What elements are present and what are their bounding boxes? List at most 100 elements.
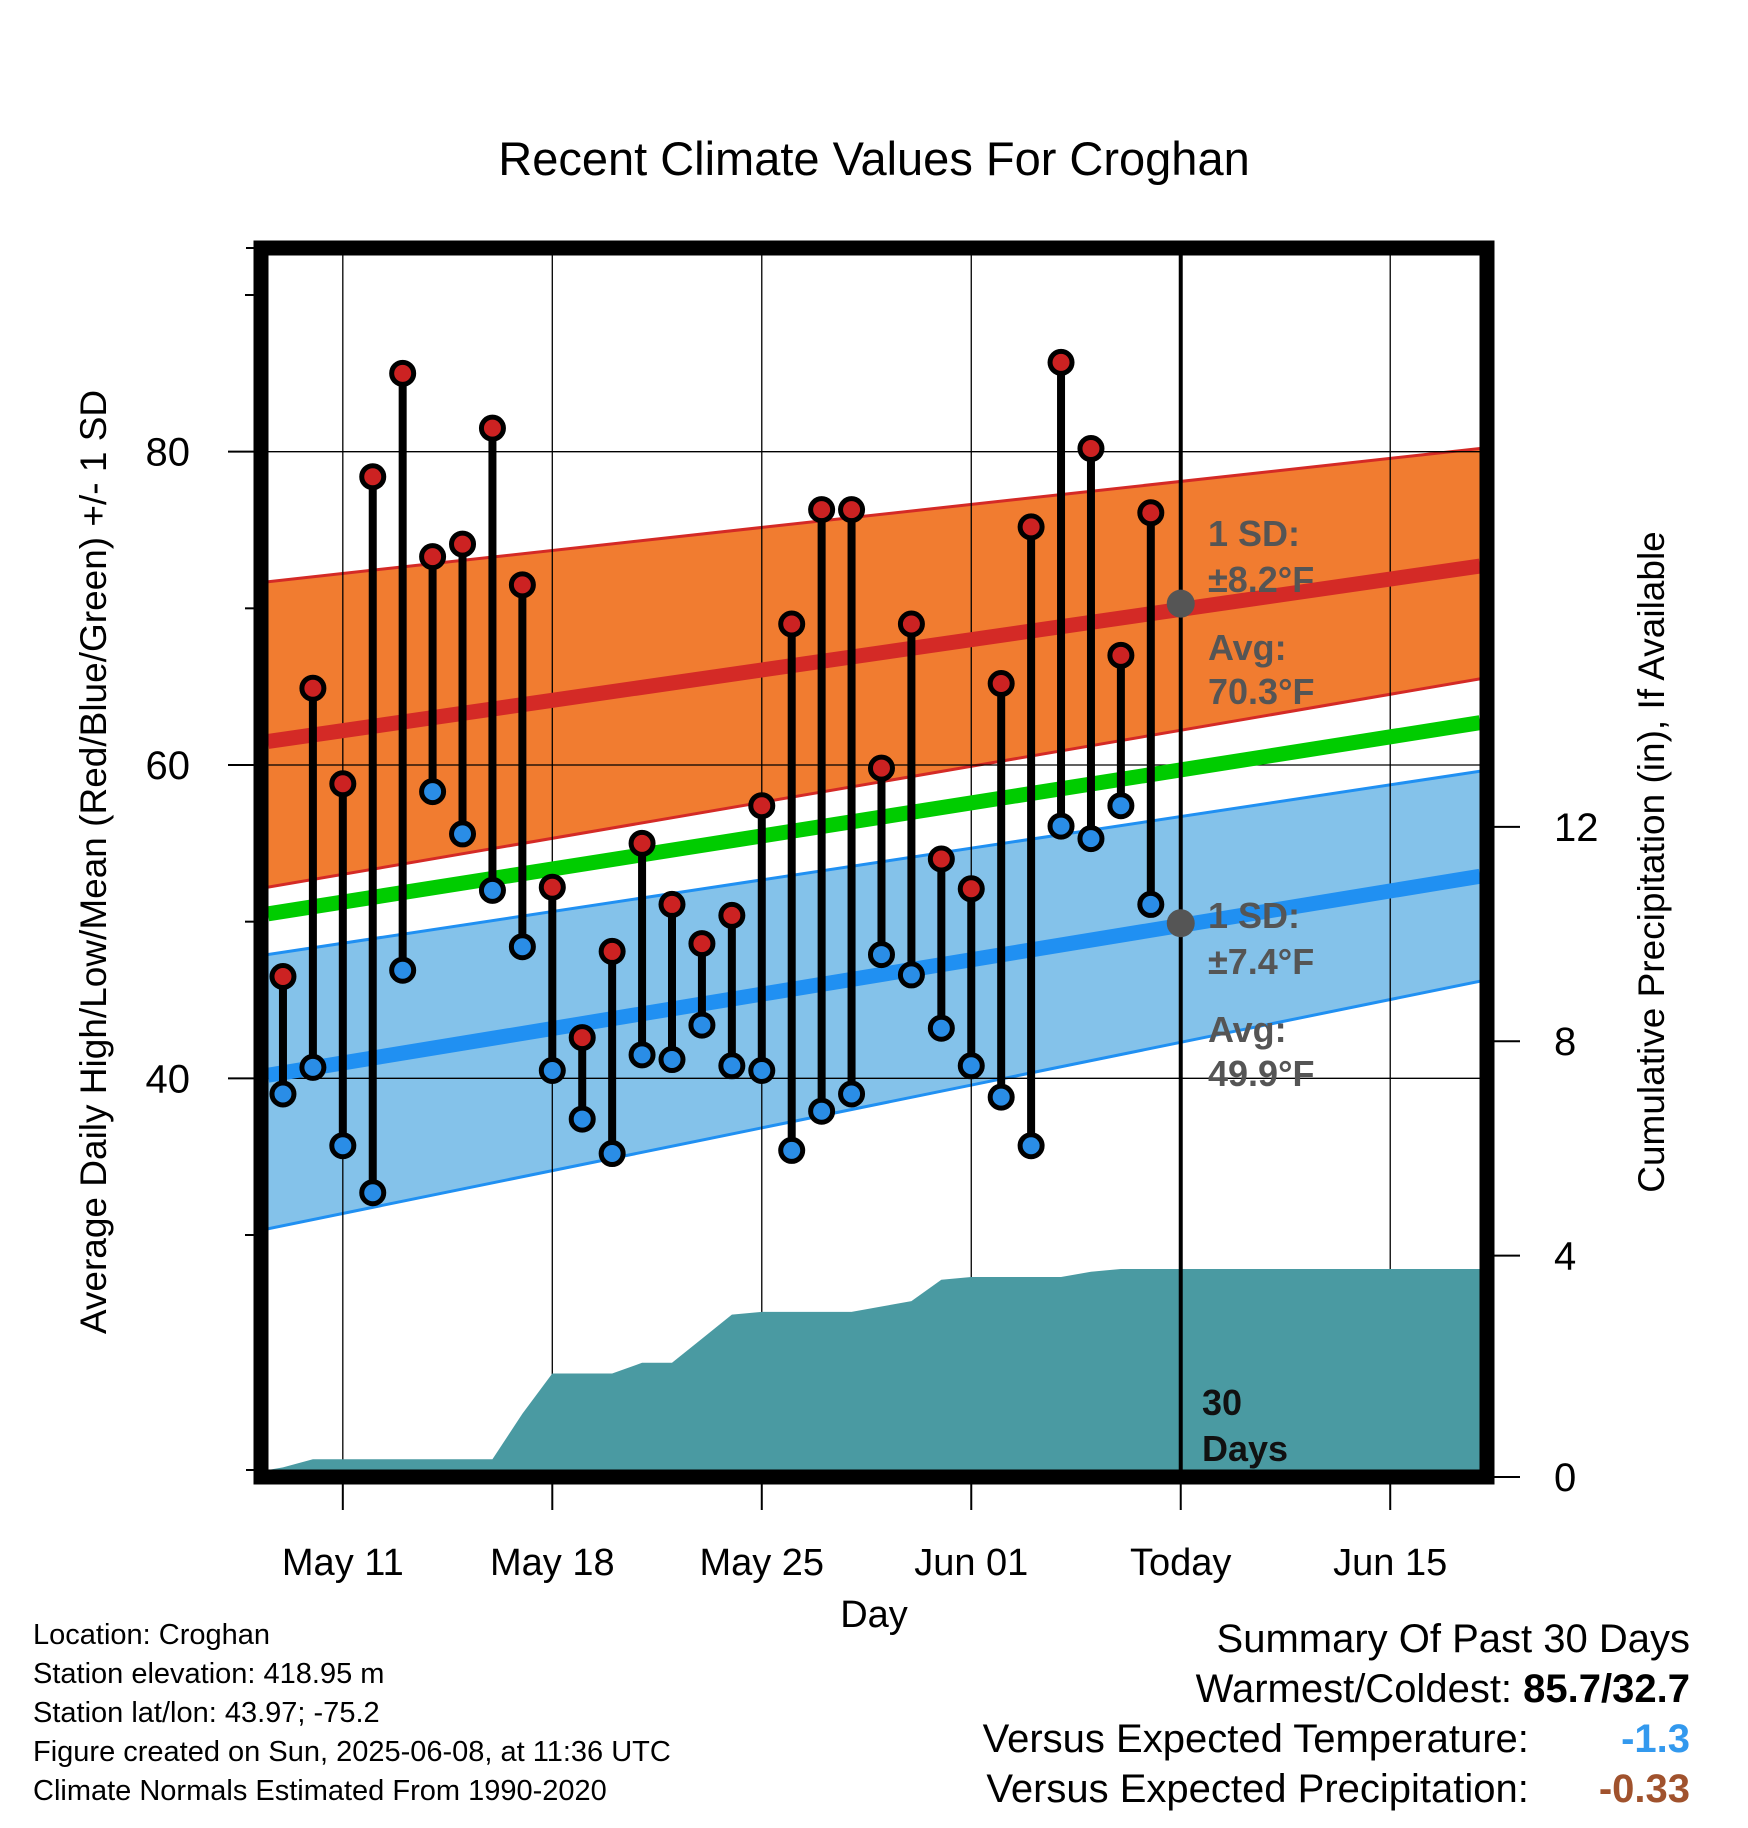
normals-text: Climate Normals Estimated From 1990-2020 [33,1775,607,1807]
left-tick-label: 60 [146,744,191,788]
elevation-text: Station elevation: 418.95 m [33,1658,385,1690]
high-temp-dot [419,543,447,571]
high-avg-value: 70.3°F [1208,671,1314,712]
low-temp-dot [987,1083,1015,1111]
x-tick-label: May 18 [490,1542,615,1584]
high-avg-label: Avg: [1208,627,1287,668]
mean-normal-line [268,715,1480,922]
low-temp-dot [568,1105,596,1133]
low-avg-label: Avg: [1208,1009,1287,1050]
high-temp-dot [1137,499,1165,527]
high-sd-value: ±8.2°F [1208,559,1314,600]
low-temp-dot [478,876,506,904]
right-tick-label: 8 [1554,1020,1576,1064]
low-temp-dot [718,1052,746,1080]
precip-area-fill [268,1269,1480,1470]
low-temp-dot [1077,825,1105,853]
x-tick-label: Jun 15 [1333,1542,1447,1584]
low-temp-dot [1047,812,1075,840]
high-temp-dot [568,1024,596,1052]
high-temp-dot [269,963,297,990]
days-word-label: Days [1202,1428,1288,1469]
low-sd-band-edge [268,979,1480,1231]
warm-cold-row: Warmest/Coldest: 85.7/32.7 [983,1664,1690,1714]
left-tick-label: 40 [146,1057,191,1101]
low-temp-dot [808,1097,836,1125]
high-temp-dot [389,359,417,387]
low-avg-marker [1166,909,1195,938]
high-avg-marker [1166,589,1195,618]
low-temp-dot [778,1136,806,1164]
left-tick-label: 80 [146,431,191,475]
warm-cold-value: 85.7/32.7 [1523,1667,1690,1711]
low-temp-dot [449,820,477,848]
right-tick-label: 4 [1554,1235,1576,1279]
high-temp-dot [957,875,985,903]
low-sd-band-edge [268,769,1480,957]
summary-heading: Summary Of Past 30 Days [1216,1617,1690,1661]
right-axis: 0 4 8 12 [1487,806,1599,1500]
y-axis-label-left: Average Daily High/Low/Mean (Red/Blue/Gr… [73,390,114,1334]
high-temp-dot [478,414,506,442]
station-info: Location: Croghan Station elevation: 418… [33,1616,671,1811]
high-normal-line [268,558,1480,749]
high-temp-dot [808,496,836,524]
x-tick-label: Jun 01 [914,1542,1028,1584]
low-temp-dot [419,778,447,806]
high-temp-dot [658,890,686,918]
high-temp-dot [449,530,477,558]
plot-frame [253,240,1495,1485]
high-temp-dot [897,610,925,638]
high-temp-dot [748,792,776,820]
high-temp-dot [867,754,895,782]
precip-departure-value: -0.33 [1598,1767,1690,1811]
low-temp-dot [598,1140,626,1168]
precip-departure-row: Versus Expected Precipitation: -0.33 [983,1764,1690,1814]
temp-departure-row: Versus Expected Temperature: -1.3 [983,1714,1690,1764]
low-temp-dot [628,1041,656,1069]
warm-cold-label: Warmest/Coldest: [1195,1667,1513,1711]
low-temp-dot [748,1057,776,1084]
precip-area [268,1269,1480,1470]
low-sd-label: 1 SD: [1208,895,1300,936]
high-temp-dot [1107,641,1135,669]
temp-departure-value: -1.3 [1621,1717,1690,1761]
low-temp-dot [1017,1132,1045,1160]
x-tick-label: May 25 [699,1542,824,1584]
right-tick-label: 12 [1554,806,1599,850]
low-temp-dot [329,1132,357,1160]
summary-panel: Summary Of Past 30 Days Warmest/Coldest:… [983,1614,1690,1814]
chart-title: Recent Climate Values For Croghan [498,132,1249,185]
high-temp-dot [688,930,716,958]
high-temp-dot [838,496,866,524]
low-temp-dot [927,1014,955,1042]
low-temp-dot [897,961,925,989]
low-temp-dot [957,1052,985,1080]
low-sd-value: ±7.4°F [1208,941,1314,982]
high-temp-dot [718,901,746,929]
high-sd-label: 1 SD: [1208,513,1300,554]
high-temp-dot [1017,513,1045,541]
low-avg-value: 49.9°F [1208,1053,1314,1094]
created-text: Figure created on Sun, 2025-06-08, at 11… [33,1736,671,1768]
location-text: Location: Croghan [33,1619,270,1651]
high-temp-dot [508,571,536,599]
low-temp-dot [299,1053,327,1081]
high-sd-band-edge [268,447,1480,584]
high-temp-dot [987,670,1015,698]
precip-departure-label: Versus Expected Precipitation: [986,1767,1529,1811]
right-tick-label: 0 [1554,1456,1576,1500]
x-tick-label: May 11 [282,1542,404,1584]
days-count-label: 30 [1202,1382,1242,1423]
daily-bars [269,348,1165,1207]
plot-area [268,248,1480,1470]
low-temp-dot [508,933,536,961]
today-markers [1166,589,1195,938]
high-temp-dot [1047,348,1075,376]
high-temp-dot [927,845,955,873]
high-temp-dot [628,829,656,857]
low-temp-dot [688,1011,716,1039]
low-temp-dot [867,941,895,969]
high-temp-dot [538,873,566,901]
